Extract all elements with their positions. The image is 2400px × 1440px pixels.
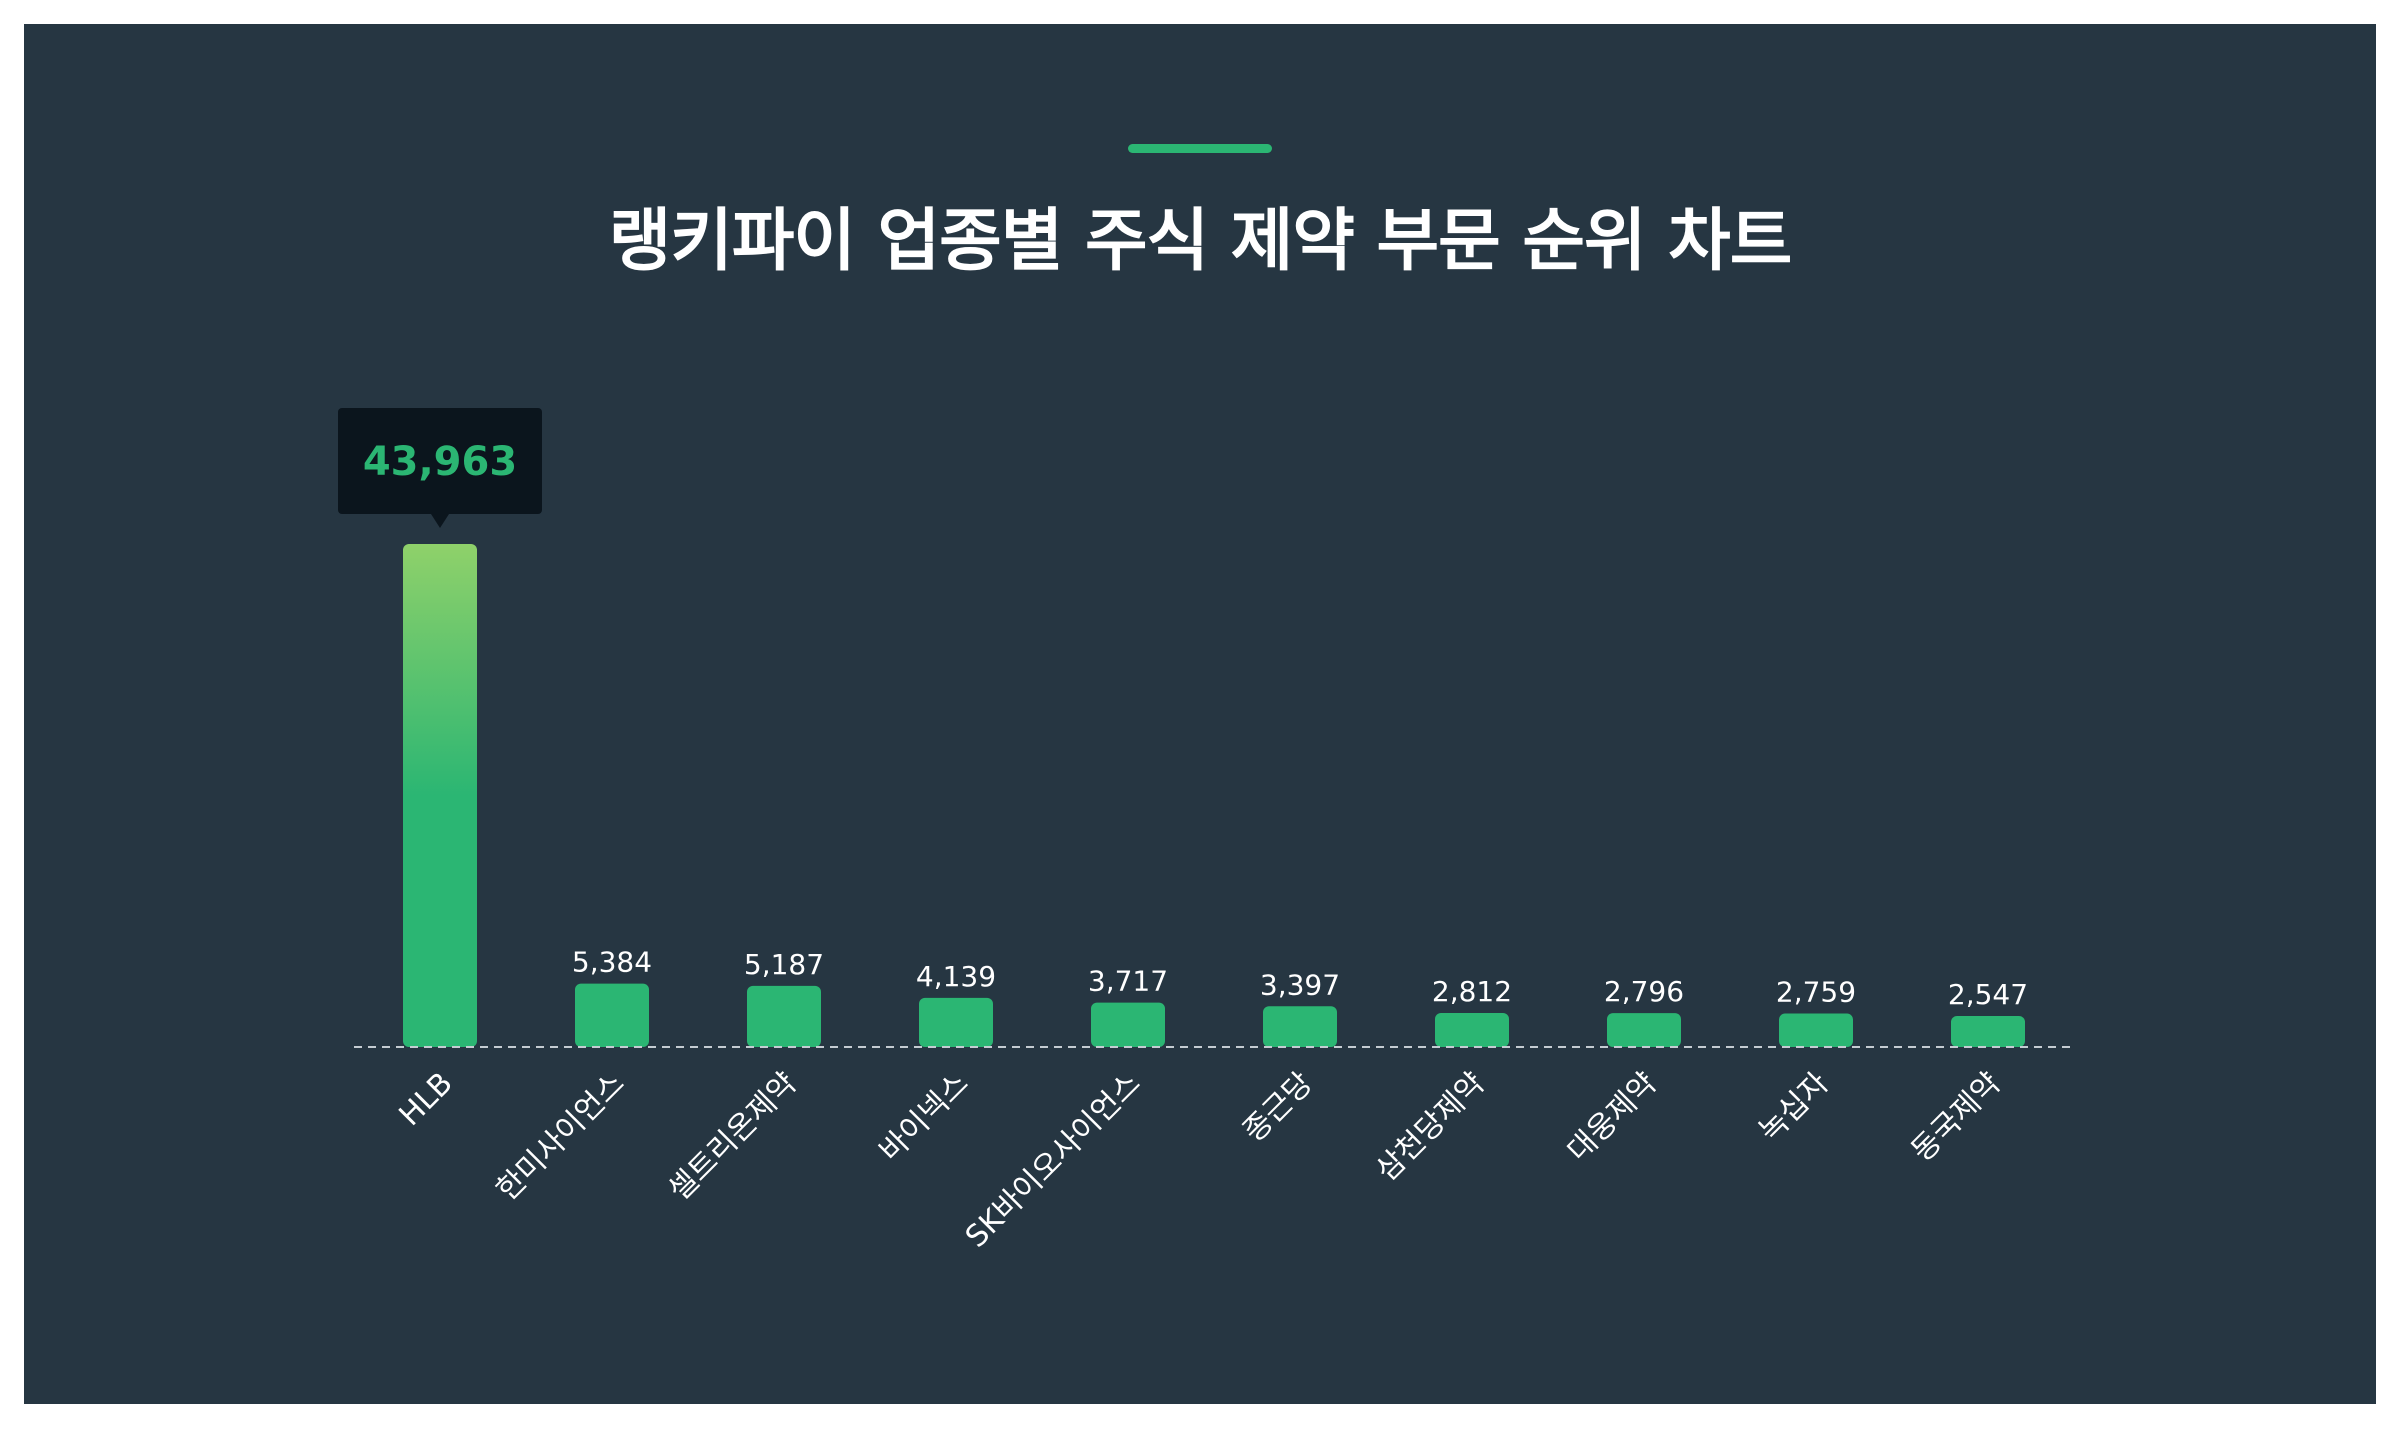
category-label-5: SK바이오사이언스 (959, 1066, 1148, 1255)
bar-6[interactable] (1263, 1006, 1337, 1047)
value-label-7: 2,812 (1432, 975, 1512, 1008)
value-label-3: 5,187 (744, 948, 824, 981)
value-label-4: 4,139 (916, 960, 996, 993)
category-label-8: 대웅제약 (1561, 1066, 1664, 1169)
category-label-7: 삼천당제약 (1369, 1066, 1491, 1188)
bar-9[interactable] (1779, 1013, 1853, 1047)
bar-5[interactable] (1091, 1002, 1165, 1047)
tooltip-pointer (431, 514, 449, 528)
chart-card: 랭키파이 업종별 주식 제약 부문 순위 차트 43,963 HLB 5,384 한미… (24, 24, 2376, 1404)
chart-title: 랭키파이 업종별 주식 제약 부문 순위 차트 (608, 202, 1793, 281)
category-label-3: 셀트리온제약 (662, 1066, 804, 1208)
value-label-2: 5,384 (572, 946, 652, 979)
highlight-tooltip: 43,963 (338, 408, 542, 528)
tooltip-box (338, 408, 542, 514)
bar-1[interactable] (403, 544, 477, 1047)
bar-7[interactable] (1435, 1012, 1509, 1047)
category-label-4: 바이넥스 (873, 1066, 976, 1169)
category-label-1: HLB (393, 1066, 460, 1133)
bar-2[interactable] (575, 983, 649, 1047)
bar-8[interactable] (1607, 1013, 1681, 1047)
labels-layer: 43,963 HLB 5,384 한미사이언스 5,187 셀트리온제약 4,139 바이넥스… (338, 408, 2028, 1255)
category-label-9: 녹십자 (1752, 1066, 1835, 1149)
value-label-8: 2,796 (1604, 975, 1684, 1008)
value-label-5: 3,717 (1088, 965, 1168, 998)
value-label-6: 3,397 (1260, 968, 1340, 1001)
value-label-10: 2,547 (1948, 978, 2028, 1011)
bar-3[interactable] (747, 985, 821, 1047)
category-label-10: 동국제약 (1905, 1066, 2008, 1169)
bar-chart: 43,963 HLB 5,384 한미사이언스 5,187 셀트리온제약 4,139 바이넥스… (338, 408, 2076, 1255)
bar-4[interactable] (919, 997, 993, 1047)
title-accent-line (1128, 144, 1272, 153)
value-label-9: 2,759 (1776, 976, 1856, 1009)
category-label-6: 종근당 (1236, 1066, 1319, 1149)
bar-10[interactable] (1951, 1015, 2025, 1047)
value-label-1: 43,963 (363, 439, 517, 485)
category-label-2: 한미사이언스 (490, 1066, 632, 1208)
bars-layer (403, 544, 2025, 1047)
